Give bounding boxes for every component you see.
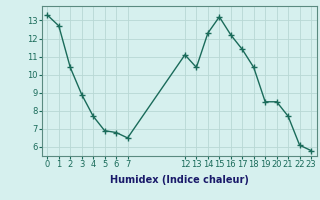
X-axis label: Humidex (Indice chaleur): Humidex (Indice chaleur) bbox=[110, 175, 249, 185]
